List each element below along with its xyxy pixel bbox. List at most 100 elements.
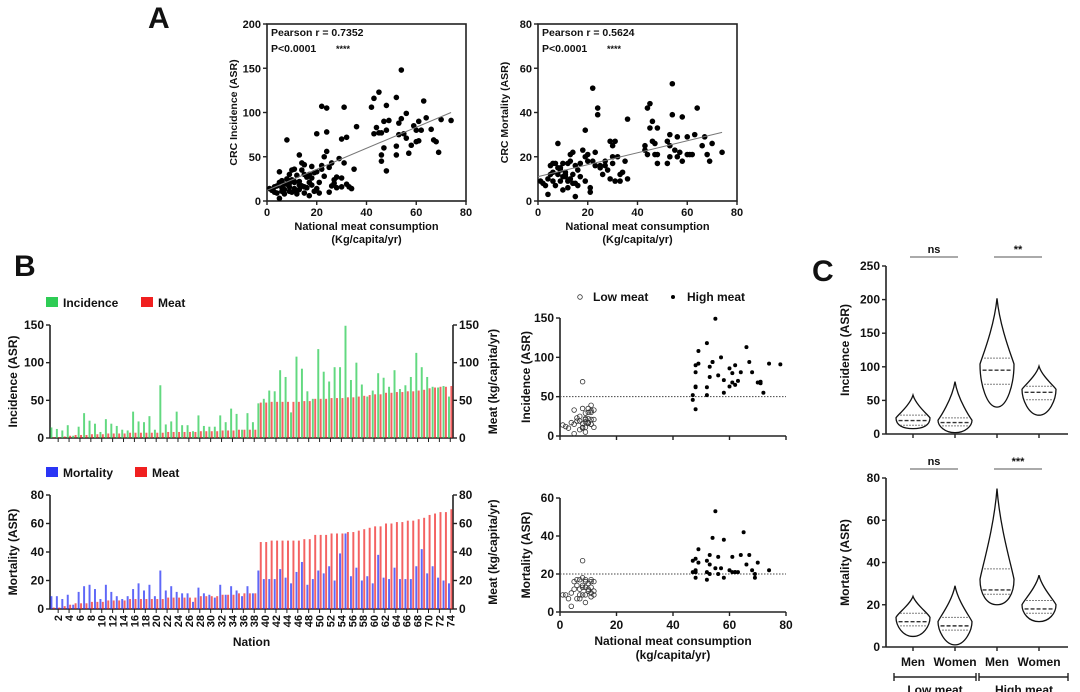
y-axis-label: Mortality (ASR) — [519, 512, 533, 599]
bar-meat — [292, 540, 295, 609]
bar-meat — [96, 601, 99, 609]
legend-label-mortality: Mortality — [63, 466, 113, 480]
p-value-label: P<0.0001 — [271, 43, 316, 55]
y-tick-label: 20 — [867, 598, 881, 612]
data-point — [423, 115, 430, 121]
bar-meat — [123, 433, 126, 438]
bar-incidence — [230, 408, 233, 438]
bar-incidence — [295, 356, 298, 438]
data-point — [376, 89, 382, 95]
bar-meat — [237, 429, 240, 438]
bar-incidence — [339, 367, 342, 438]
bar-meat — [161, 599, 164, 609]
bar-incidence — [273, 391, 276, 438]
bar-incidence — [61, 430, 64, 438]
high-meat-point — [693, 407, 698, 412]
x-tick-label: 20 — [610, 618, 624, 632]
data-point — [433, 138, 439, 145]
high-meat-point — [710, 360, 715, 365]
data-point — [306, 192, 313, 199]
bar-incidence — [153, 429, 156, 438]
bar-mortality — [262, 579, 265, 609]
x-tick-label: 60 — [723, 618, 737, 632]
data-point — [649, 118, 656, 125]
x-tick-label: 2 — [53, 615, 65, 621]
bar-mortality — [388, 579, 391, 609]
x-tick-label: 18 — [140, 615, 152, 627]
y-tick-label: 0 — [547, 605, 554, 619]
bar-meat — [139, 432, 142, 438]
bar-meat — [308, 539, 311, 609]
data-point — [304, 174, 310, 180]
high-meat-point — [693, 568, 698, 573]
bar-incidence — [393, 370, 396, 438]
bar-meat — [281, 401, 284, 438]
data-point — [619, 169, 626, 176]
high-meat-point — [713, 509, 718, 514]
high-meat-point — [750, 568, 755, 573]
y-axis-label: Incidence (ASR) — [838, 304, 852, 396]
bar-incidence — [388, 386, 391, 438]
bar-meat — [112, 600, 115, 609]
y-tick-label: 0 — [526, 196, 532, 208]
bar-meat — [406, 391, 409, 438]
y-right-tick-label: 0 — [459, 602, 466, 616]
bar-meat — [412, 391, 415, 438]
bar-mortality — [317, 570, 320, 609]
bar-meat — [346, 532, 349, 609]
bar-meat — [167, 431, 170, 438]
x-tick-label: 20 — [151, 615, 163, 627]
bar-meat — [303, 401, 306, 438]
bar-mortality — [197, 587, 200, 609]
bar-mortality — [273, 579, 276, 609]
bar-meat — [265, 402, 268, 438]
x-tick-label: 44 — [282, 614, 294, 627]
bar-incidence — [94, 423, 96, 438]
high-meat-point — [704, 393, 709, 398]
y-tick-label: 0 — [37, 602, 44, 616]
bar-mortality — [420, 549, 423, 609]
bar-meat — [118, 433, 121, 438]
bar-incidence — [268, 390, 271, 438]
bar-incidence — [437, 387, 440, 438]
bar-meat — [199, 596, 202, 609]
data-point — [704, 151, 710, 158]
y-right-axis-label: Meat (kg/capita/yr) — [486, 499, 500, 604]
bar-incidence — [143, 422, 145, 438]
data-point — [396, 120, 402, 126]
x-tick-label: 72 — [434, 615, 446, 627]
data-point — [418, 127, 425, 133]
data-point — [560, 187, 566, 193]
bar-incidence — [50, 427, 53, 438]
high-meat-point — [730, 570, 735, 575]
bar-meat — [150, 599, 153, 609]
x-tick-label: 80 — [779, 618, 793, 632]
bar-meat — [276, 401, 279, 438]
data-point — [577, 173, 584, 180]
high-meat-point — [693, 385, 698, 390]
low-meat-point — [582, 416, 589, 423]
bar-incidence — [72, 435, 75, 438]
y-tick-label: 50 — [31, 393, 45, 407]
bar-incidence — [415, 352, 418, 438]
data-point — [589, 158, 596, 164]
group-label-high-meat: High meat — [995, 683, 1053, 692]
bar-meat — [150, 432, 153, 438]
bar-meat — [374, 394, 377, 438]
x-tick-label: 60 — [369, 615, 381, 627]
bar-mortality — [153, 596, 156, 609]
data-point — [691, 131, 698, 138]
bar-incidence — [398, 389, 401, 438]
data-point — [341, 104, 347, 110]
bar-meat — [248, 593, 251, 609]
bar-meat — [145, 432, 148, 438]
bar-meat — [107, 600, 110, 609]
bar-meat — [85, 434, 88, 438]
data-point — [594, 111, 601, 118]
x-tick-label: 28 — [195, 615, 207, 627]
data-point — [579, 147, 586, 153]
low-meat-point — [588, 578, 594, 585]
low-meat-point — [579, 558, 586, 564]
low-meat-point — [579, 405, 586, 412]
bar-incidence — [197, 415, 200, 438]
